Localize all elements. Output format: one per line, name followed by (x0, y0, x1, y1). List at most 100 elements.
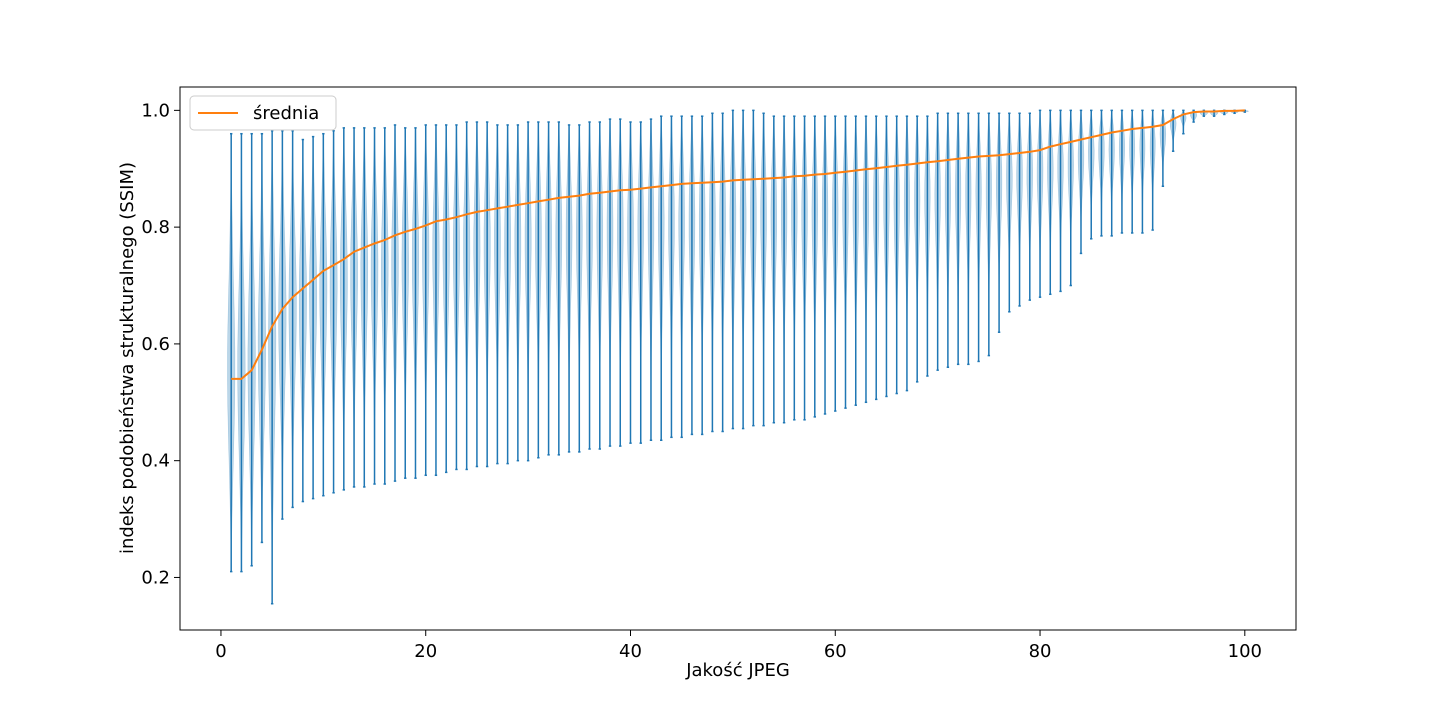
violin-50 (729, 109, 737, 430)
violin-8 (298, 138, 307, 503)
violin-25 (473, 121, 481, 468)
violin-24 (463, 121, 471, 471)
violin-39 (617, 118, 624, 447)
violin-19 (411, 127, 420, 479)
violin-21 (432, 124, 440, 477)
y-tick-label-0.2: 0.2 (141, 567, 170, 588)
violin-66 (893, 115, 900, 395)
y-tick-label-0.6: 0.6 (141, 334, 170, 355)
violin-91 (1149, 109, 1156, 231)
y-tick-label-1.0: 1.0 (141, 100, 170, 121)
y-axis-label: indeks podobieństwa strukturalnego (SSIM… (117, 162, 138, 554)
violin-93 (1169, 109, 1177, 152)
violin-group (227, 109, 1249, 605)
violin-23 (452, 124, 460, 471)
violin-6 (278, 130, 287, 520)
violin-90 (1139, 109, 1146, 234)
x-tick-label-80: 80 (1029, 641, 1052, 662)
violin-89 (1129, 109, 1136, 234)
violin-20 (422, 124, 430, 477)
violin-54 (770, 115, 777, 424)
x-tick-label-40: 40 (619, 641, 642, 662)
violin-61 (842, 115, 849, 409)
violin-29 (514, 124, 522, 462)
x-tick-label-0: 0 (215, 641, 226, 662)
violin-53 (760, 112, 767, 427)
violin-13 (350, 127, 358, 488)
legend-label-mean: średnia (253, 103, 319, 124)
violin-33 (555, 121, 563, 456)
violin-26 (483, 121, 491, 468)
violin-3 (247, 132, 256, 567)
violin-38 (606, 118, 614, 447)
violin-45 (678, 115, 685, 439)
violin-59 (821, 115, 829, 415)
violin-74 (975, 112, 982, 363)
legend-frame (189, 95, 337, 131)
violin-63 (862, 115, 870, 404)
violin-73 (965, 112, 972, 366)
violin-69 (924, 115, 931, 377)
violin-58 (811, 115, 818, 418)
violin-62 (852, 115, 859, 406)
violin-12 (339, 127, 348, 491)
violin-67 (903, 115, 910, 392)
violin-71 (944, 112, 951, 369)
violin-37 (596, 121, 604, 450)
violin-42 (647, 118, 655, 441)
violin-36 (586, 121, 593, 450)
violin-32 (545, 121, 552, 456)
violin-85 (1088, 109, 1095, 240)
violin-83 (1067, 109, 1074, 287)
violin-9 (309, 135, 318, 500)
plot-frame (179, 86, 1297, 631)
violin-34 (565, 124, 573, 453)
violin-80 (1036, 109, 1044, 298)
y-axis: 0.2 0.4 0.6 0.8 1.0 (141, 100, 180, 588)
violin-46 (688, 115, 696, 436)
violin-52 (750, 109, 757, 427)
violin-48 (709, 112, 716, 433)
x-tick-label-20: 20 (414, 641, 437, 662)
x-axis-label: Jakość JPEG (685, 660, 790, 681)
violin-28 (504, 124, 511, 465)
violin-68 (914, 115, 921, 383)
violin-1 (227, 132, 236, 573)
violin-65 (883, 115, 890, 398)
violin-4 (257, 132, 266, 544)
violin-18 (401, 127, 409, 479)
violin-60 (832, 115, 839, 412)
violin-44 (668, 115, 675, 439)
violin-30 (524, 121, 532, 462)
violin-87 (1108, 109, 1115, 237)
violin-55 (780, 115, 788, 424)
violin-57 (801, 115, 808, 421)
violin-41 (637, 121, 644, 444)
y-tick-label-0.4: 0.4 (141, 451, 170, 472)
violin-88 (1118, 109, 1125, 234)
violin-31 (535, 121, 542, 459)
violin-22 (442, 124, 450, 474)
violin-92 (1159, 109, 1167, 188)
x-axis: 0 20 40 60 80 100 (215, 630, 1262, 662)
mean-line (231, 109, 1245, 380)
violin-49 (719, 112, 726, 433)
violin-56 (791, 115, 798, 421)
violin-43 (657, 115, 665, 441)
violin-77 (1006, 112, 1013, 313)
violin-84 (1077, 109, 1085, 255)
violin-81 (1047, 109, 1054, 296)
violin-15 (370, 127, 379, 485)
violin-14 (360, 127, 369, 488)
violin-72 (955, 112, 962, 366)
violin-16 (381, 127, 389, 485)
violin-51 (739, 109, 747, 430)
violin-47 (698, 115, 706, 436)
violin-82 (1057, 109, 1064, 293)
x-tick-label-100: 100 (1228, 641, 1262, 662)
violin-75 (985, 112, 992, 357)
violin-78 (1016, 112, 1023, 307)
violin-76 (995, 112, 1003, 333)
violin-2 (237, 132, 246, 573)
